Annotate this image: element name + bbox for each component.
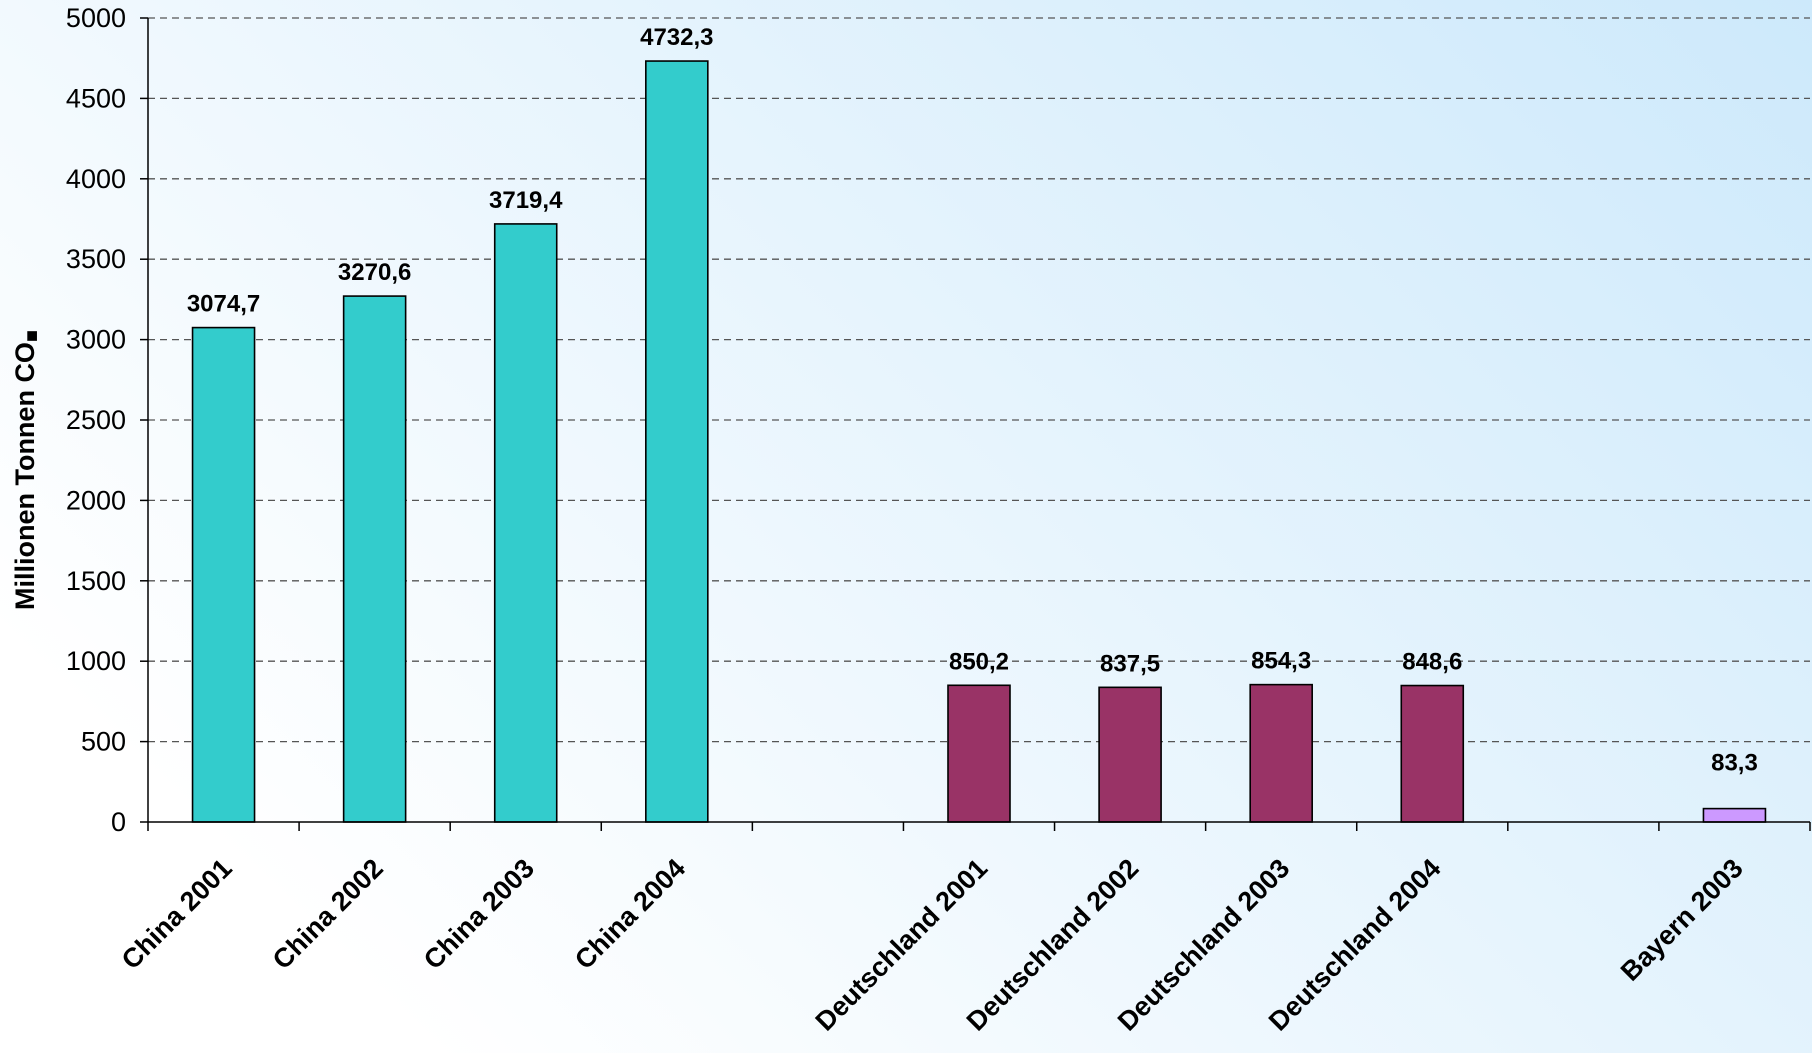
bar [947,684,1011,823]
y-tick-label: 500 [81,727,126,757]
bar [493,223,558,823]
data-label: 3270,6 [338,259,411,286]
value-labels: 3074,7 3270,6 3719,4 4732,3 850,2 837,5 854,3 8… [187,24,1758,777]
y-tick-label: 2500 [66,405,126,435]
y-tick-label: 4500 [66,83,126,113]
y-tick-label: 4000 [66,164,126,194]
data-label: 848,6 [1402,649,1462,676]
y-tick-label: 2000 [66,485,126,515]
data-label: 3719,4 [489,187,563,214]
bar [191,326,256,823]
data-label: 837,5 [1100,650,1160,677]
bar [1249,683,1313,823]
y-tick-label: 3500 [66,244,126,274]
data-label: 83,3 [1711,750,1758,777]
y-tick-label: 5000 [66,3,126,33]
data-label: 3074,7 [187,291,260,318]
axes [147,18,1811,831]
y-axis-title: Millionen Tonnen CO■ [10,330,43,610]
bars [191,60,1767,823]
y-axis-title-text: Millionen Tonnen CO■ [10,330,43,610]
gridlines [148,17,1810,743]
bar [1098,686,1162,823]
bar [1702,807,1767,823]
bar [342,295,407,823]
data-label: 850,2 [949,648,1009,675]
bar [645,60,709,823]
data-label: 854,3 [1251,648,1311,675]
data-label: 4732,3 [640,24,713,51]
y-tick-label: 3000 [66,325,126,355]
bar [1400,684,1465,823]
y-tick-label: 1000 [66,646,126,676]
y-tick-label: 0 [111,807,126,837]
ylabel-subscript-glyph: ■ [21,330,43,342]
y-tick-label: 1500 [66,566,126,596]
y-tick-labels: 0 500 1000 1500 2000 2500 3000 3500 4000 4500 5000 [66,3,148,837]
